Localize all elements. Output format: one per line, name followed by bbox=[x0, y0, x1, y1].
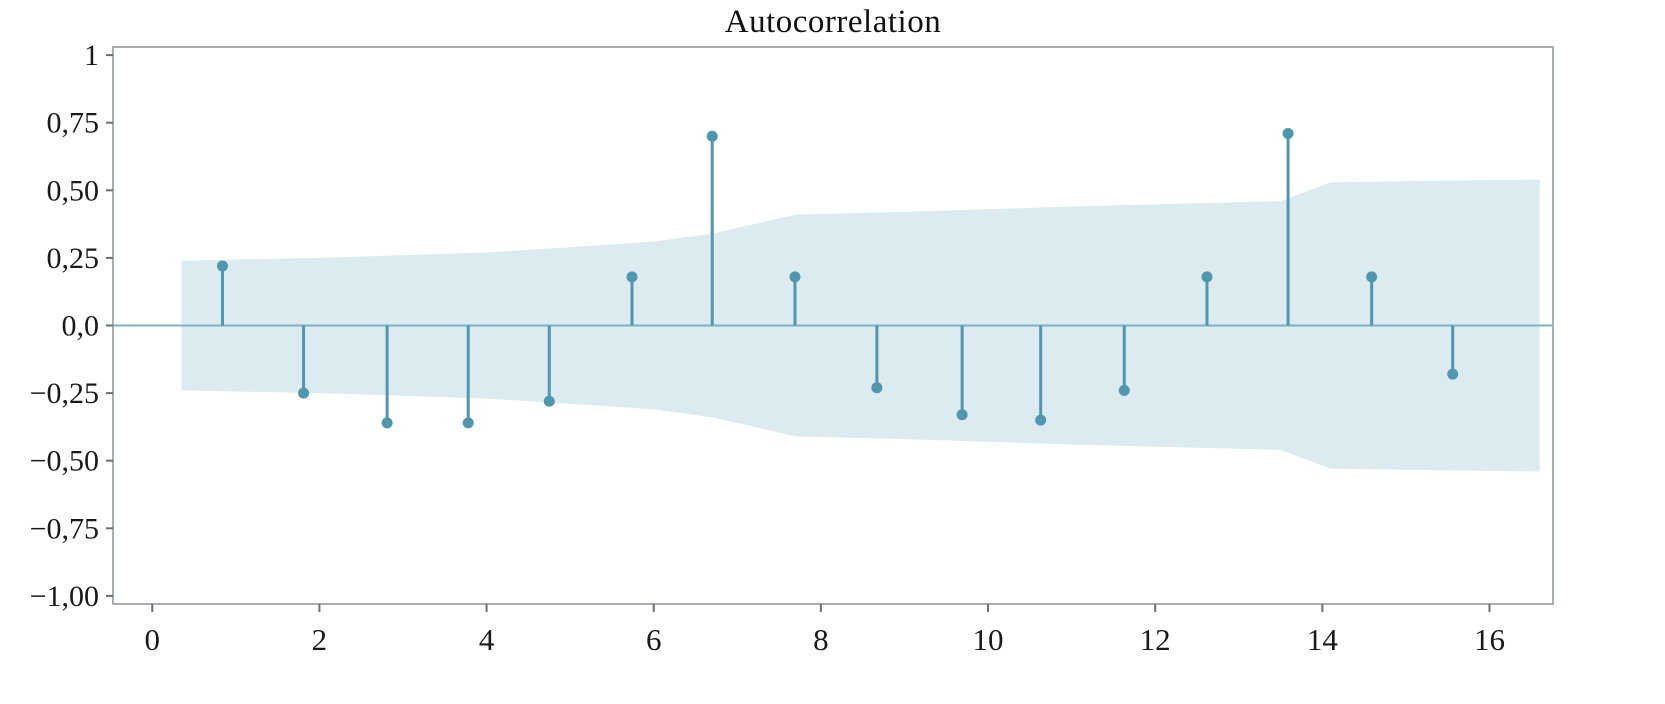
x-tick-label: 6 bbox=[646, 622, 662, 657]
marker-lag-6 bbox=[626, 271, 638, 283]
x-tick-label: 12 bbox=[1140, 622, 1171, 657]
marker-lag-14 bbox=[1282, 128, 1294, 140]
marker-lag-16 bbox=[1447, 368, 1459, 380]
marker-lag-11 bbox=[1035, 414, 1047, 426]
y-tick-label: −0,25 bbox=[30, 377, 99, 410]
x-axis: 0 2 4 6 8 10 12 14 16 bbox=[145, 604, 1505, 657]
marker-lag-10 bbox=[956, 409, 968, 421]
x-tick-label: 10 bbox=[973, 622, 1004, 657]
marker-lag-3 bbox=[381, 417, 393, 429]
x-tick-label: 0 bbox=[145, 622, 161, 657]
marker-lag-12 bbox=[1118, 384, 1130, 396]
y-tick-label: −0,50 bbox=[30, 445, 99, 478]
x-tick-label: 2 bbox=[312, 622, 328, 657]
x-tick-label: 16 bbox=[1474, 622, 1505, 657]
marker-lag-7 bbox=[706, 130, 718, 142]
x-tick-label: 8 bbox=[813, 622, 829, 657]
marker-lag-13 bbox=[1201, 271, 1213, 283]
y-tick-label: −1,00 bbox=[30, 580, 99, 613]
marker-lag-1 bbox=[216, 260, 228, 272]
y-tick-label: 0,0 bbox=[62, 310, 100, 343]
chart-title: Autocorrelation bbox=[724, 4, 942, 40]
marker-lag-4 bbox=[462, 417, 474, 429]
marker-lag-9 bbox=[871, 382, 883, 394]
y-tick-label: −0,75 bbox=[30, 512, 99, 545]
marker-lag-2 bbox=[298, 387, 310, 399]
x-tick-label: 4 bbox=[479, 622, 495, 657]
y-tick-label: 0,25 bbox=[47, 242, 100, 275]
marker-lag-5 bbox=[543, 395, 555, 407]
y-tick-label: 1 bbox=[84, 39, 99, 72]
y-tick-label: 0,50 bbox=[47, 174, 100, 207]
x-tick-label: 14 bbox=[1307, 622, 1339, 657]
marker-lag-8 bbox=[789, 271, 801, 283]
y-tick-label: 0,75 bbox=[47, 107, 100, 140]
y-axis: 1 0,75 0,50 0,25 0,0 −0,25 −0,50 −0,75 −1,00 bbox=[30, 39, 113, 613]
marker-lag-15 bbox=[1366, 271, 1378, 283]
stems bbox=[216, 128, 1459, 429]
